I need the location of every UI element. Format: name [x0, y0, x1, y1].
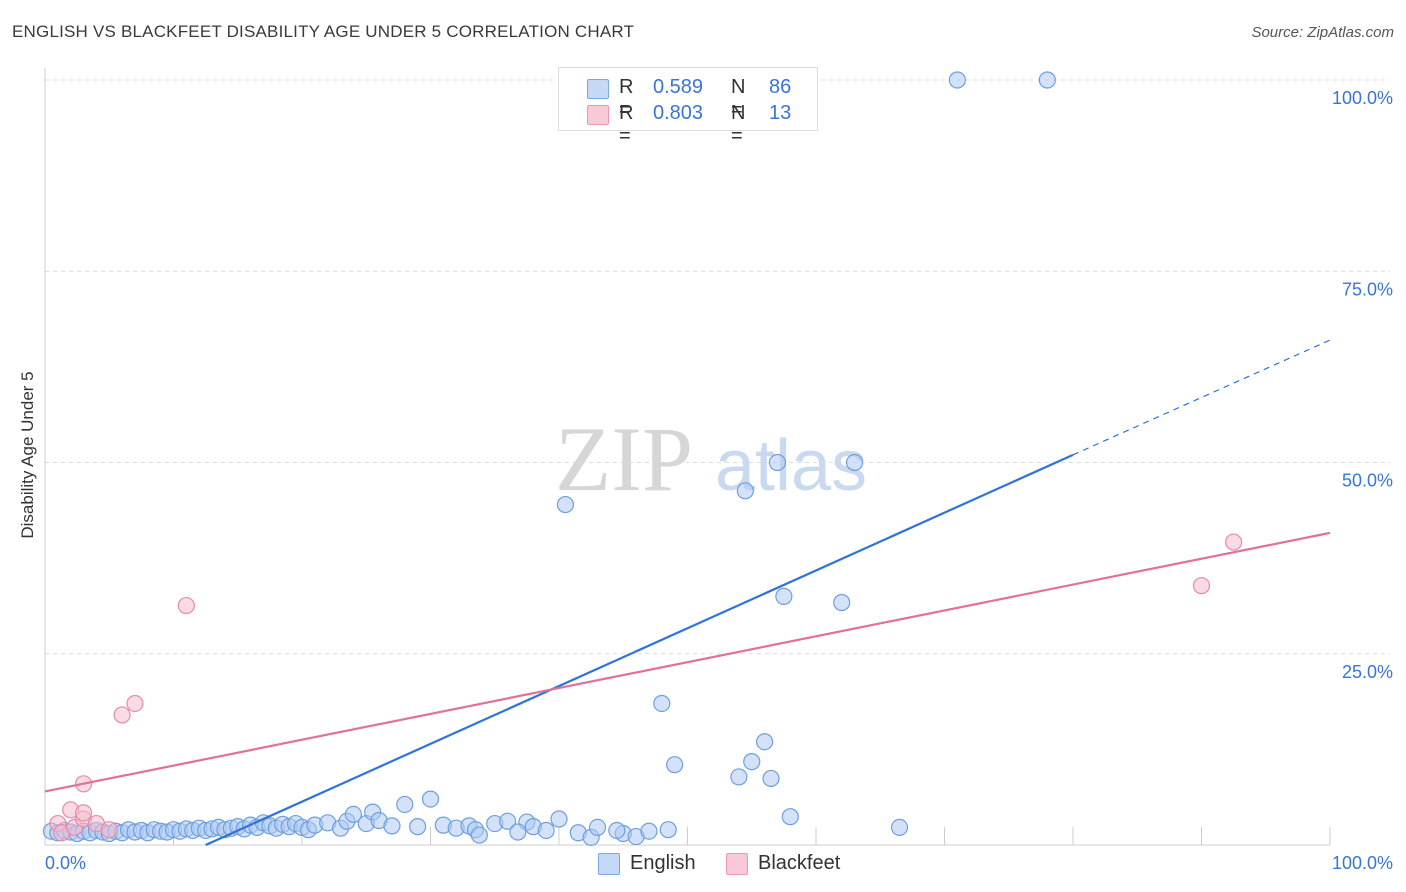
y-tick-label: 50.0%	[1342, 471, 1393, 491]
blackfeet-point	[126, 694, 144, 713]
english-point	[762, 769, 780, 788]
legend-label-english: English	[630, 852, 696, 874]
english-point	[890, 818, 909, 837]
y-tick-label: 75.0%	[1342, 279, 1393, 299]
english-point	[556, 495, 575, 514]
english-trend-line	[205, 453, 1074, 847]
english-point	[781, 808, 799, 826]
english-point	[755, 733, 774, 751]
english-point	[550, 810, 568, 828]
blackfeet-trend-line	[44, 531, 1331, 793]
r-label: R =	[619, 76, 634, 121]
blackfeet-point	[177, 596, 195, 615]
n-value: 86	[769, 76, 792, 98]
english-point	[344, 805, 362, 824]
n-label: N =	[731, 76, 746, 121]
english-point	[1038, 71, 1056, 89]
y-tick-label: 100.0%	[1332, 88, 1393, 108]
english-point	[640, 822, 658, 840]
english-point	[833, 593, 851, 612]
trend-lines	[44, 339, 1331, 847]
english-point	[845, 453, 864, 472]
legend-label-blackfeet: Blackfeet	[758, 852, 841, 874]
blackfeet-point	[74, 804, 93, 822]
english-point	[499, 812, 517, 830]
x-tick-label-min: 0.0%	[45, 853, 86, 873]
r-value: 0.589	[653, 76, 704, 98]
x-tick-labels: 0.0% 100.0%	[45, 853, 1393, 873]
source-credit: Source: ZipAtlas.com	[1251, 24, 1394, 41]
y-axis-label: Disability Age Under 5	[18, 371, 37, 539]
blackfeet-point	[1225, 533, 1243, 551]
english-point	[409, 818, 427, 836]
english-points	[42, 71, 1056, 846]
axes	[44, 68, 1331, 846]
grid-lines	[45, 79, 1390, 655]
blackfeet-swatch	[587, 105, 609, 125]
r-label: R =	[619, 102, 634, 147]
blackfeet-swatch	[726, 853, 748, 875]
n-value: 13	[769, 102, 792, 124]
english-point	[653, 694, 671, 713]
blackfeet-point	[113, 706, 131, 724]
blackfeet-point	[1192, 577, 1211, 595]
watermark-zip: ZIP	[555, 408, 693, 510]
n-label: N =	[731, 102, 746, 147]
blackfeet-point	[100, 821, 118, 839]
english-point	[470, 826, 488, 844]
english-point	[736, 482, 754, 500]
blackfeet-points	[49, 533, 1243, 842]
y-tick-label: 25.0%	[1342, 662, 1393, 682]
english-point	[608, 821, 626, 840]
english-point	[383, 817, 401, 835]
english-point	[730, 768, 748, 786]
english-point	[537, 821, 555, 840]
english-point	[948, 71, 966, 89]
watermark: ZIP atlas	[555, 408, 867, 510]
english-point	[396, 795, 414, 814]
correlation-legend: R = 0.589 N = 86 R = 0.803 N = 13	[558, 67, 818, 147]
english-point	[421, 790, 440, 808]
english-swatch	[587, 79, 609, 99]
chart-title: ENGLISH VS BLACKFEET DISABILITY AGE UNDE…	[12, 22, 635, 41]
english-point	[775, 587, 793, 605]
x-tick-label-max: 100.0%	[1332, 853, 1393, 873]
english-trend-extension	[1072, 339, 1331, 456]
y-tick-labels: 25.0% 50.0% 75.0% 100.0%	[1332, 88, 1393, 682]
english-point	[768, 453, 787, 472]
english-point	[743, 753, 761, 771]
english-point	[659, 821, 677, 839]
english-point	[509, 823, 527, 841]
english-point	[666, 756, 684, 774]
r-value: 0.803	[653, 102, 704, 124]
english-swatch	[598, 853, 620, 875]
english-point	[588, 818, 607, 837]
